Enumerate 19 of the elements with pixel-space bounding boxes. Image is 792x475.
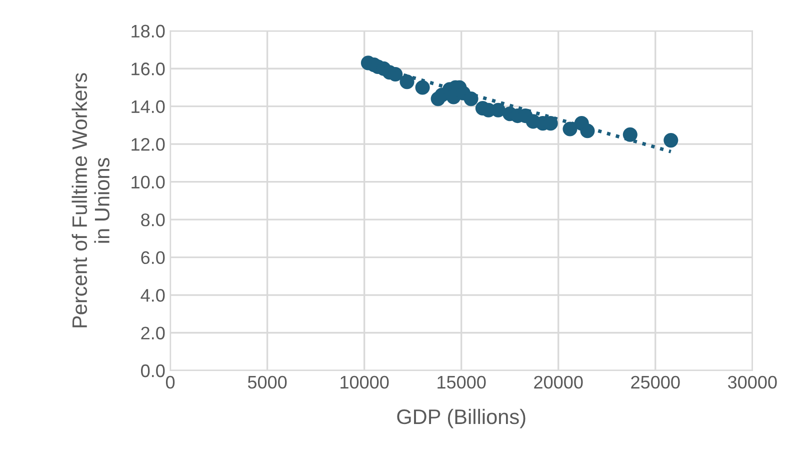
x-axis-title: GDP (Billions) [397, 408, 526, 428]
x-tick-label: 20000 [534, 376, 583, 389]
x-tick-label: 25000 [631, 376, 680, 389]
y-tick-label: 4.0 [140, 288, 165, 302]
y-tick-label: 6.0 [141, 251, 165, 264]
x-tick-label: 15000 [438, 376, 486, 389]
y-tick-label: 8.0 [141, 213, 165, 226]
y-tick-label: 12.0 [132, 138, 165, 151]
y-tick-label: 18.0 [132, 24, 165, 38]
y-tick-label: 0.0 [141, 364, 165, 378]
x-tick-label: 10000 [340, 376, 389, 389]
y-axis-title: Percent of Fulltime Workers in Unions [72, 73, 110, 328]
x-tick-label: 5000 [248, 376, 287, 389]
y-tick-label: 14.0 [132, 100, 165, 114]
y-tick-label: 16.0 [132, 62, 165, 76]
y-tick-label: 2.0 [141, 326, 165, 340]
x-tick-label: 30000 [728, 376, 777, 389]
x-tick-label: 0 [166, 376, 175, 389]
y-tick-label: 10.0 [132, 176, 165, 189]
